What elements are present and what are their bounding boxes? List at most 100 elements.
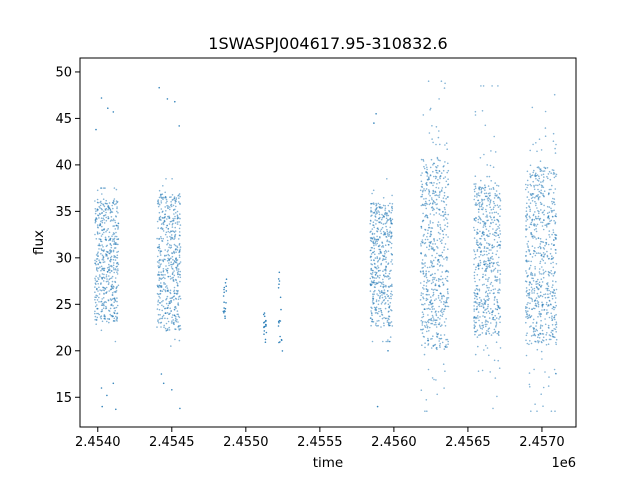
- data-point: [158, 218, 161, 221]
- data-point: [421, 328, 423, 331]
- data-point: [549, 292, 551, 295]
- data-point: [223, 301, 225, 304]
- data-point: [439, 292, 442, 295]
- data-point: [473, 198, 476, 201]
- data-point: [444, 370, 446, 373]
- data-point: [525, 307, 527, 310]
- data-point: [481, 324, 484, 327]
- data-point: [115, 315, 117, 318]
- data-point: [277, 325, 280, 327]
- data-point: [164, 290, 167, 293]
- data-point: [263, 321, 266, 323]
- data-point: [487, 192, 490, 195]
- data-point: [546, 255, 549, 258]
- data-point: [551, 273, 553, 275]
- data-point: [102, 289, 104, 291]
- data-point: [387, 295, 389, 298]
- data-point: [116, 300, 118, 303]
- data-point: [439, 338, 442, 340]
- data-point: [540, 240, 542, 243]
- data-point: [382, 246, 385, 248]
- data-point: [437, 311, 440, 313]
- data-point: [551, 184, 553, 187]
- data-point: [540, 284, 543, 287]
- data-point: [539, 314, 541, 316]
- data-point: [157, 320, 159, 323]
- data-point: [160, 219, 162, 221]
- data-point: [475, 183, 477, 185]
- data-point: [166, 269, 168, 272]
- data-point: [432, 318, 435, 320]
- data-point: [534, 330, 536, 333]
- data-point: [425, 183, 428, 186]
- data-point: [429, 222, 432, 224]
- data-point: [436, 346, 438, 349]
- data-point: [496, 241, 499, 243]
- data-point: [473, 190, 476, 193]
- data-point: [176, 265, 179, 267]
- data-point: [421, 195, 423, 198]
- data-point: [529, 210, 531, 212]
- data-point: [491, 219, 493, 221]
- data-point: [431, 322, 434, 325]
- data-point: [547, 173, 550, 175]
- data-point: [112, 218, 115, 220]
- data-point: [112, 382, 115, 385]
- data-point: [388, 315, 390, 318]
- data-point: [165, 178, 167, 180]
- data-point: [493, 245, 495, 248]
- data-point: [529, 386, 531, 388]
- data-point: [547, 293, 549, 296]
- data-point: [551, 324, 554, 326]
- data-point: [424, 242, 427, 244]
- data-point: [426, 246, 428, 249]
- data-point: [176, 292, 179, 294]
- data-point: [527, 191, 530, 193]
- data-point: [174, 338, 176, 341]
- data-point: [370, 207, 372, 209]
- data-point: [429, 107, 432, 110]
- data-point: [421, 183, 424, 186]
- data-point: [538, 183, 541, 186]
- data-point: [115, 224, 118, 227]
- data-point: [425, 255, 428, 257]
- data-point: [167, 320, 170, 323]
- data-point: [102, 228, 105, 231]
- data-point: [444, 82, 446, 85]
- data-point: [435, 279, 438, 282]
- data-point: [171, 314, 174, 316]
- data-point: [555, 372, 557, 375]
- data-point: [488, 259, 490, 262]
- data-point: [381, 296, 384, 299]
- data-point: [175, 259, 178, 262]
- data-point: [387, 350, 389, 352]
- data-point: [526, 179, 529, 182]
- data-point: [432, 190, 435, 193]
- data-point: [383, 291, 386, 294]
- data-point: [555, 215, 558, 218]
- data-point: [385, 222, 388, 224]
- data-point: [430, 240, 433, 243]
- data-point: [157, 293, 160, 296]
- data-point: [103, 287, 105, 289]
- data-point: [114, 290, 117, 293]
- data-point: [385, 340, 388, 343]
- data-point: [425, 207, 428, 210]
- data-point: [176, 210, 179, 213]
- data-point: [480, 179, 482, 182]
- data-point: [476, 329, 479, 332]
- data-point: [495, 195, 498, 197]
- data-point: [179, 234, 181, 237]
- data-point: [110, 255, 113, 258]
- data-point: [432, 164, 434, 166]
- data-point: [547, 343, 550, 346]
- data-point: [488, 198, 491, 200]
- data-point: [429, 166, 432, 169]
- data-point: [94, 312, 96, 315]
- data-point: [477, 192, 480, 194]
- data-point: [111, 240, 114, 242]
- data-point: [526, 170, 529, 173]
- data-point: [263, 325, 266, 328]
- data-point: [370, 210, 373, 213]
- data-point: [157, 313, 160, 316]
